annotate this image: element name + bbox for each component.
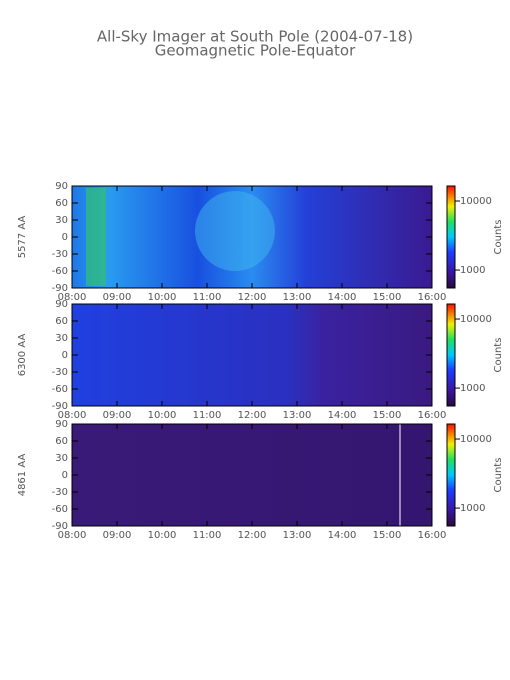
y-tick-label: -90 [52,521,68,532]
x-tick-label: 15:00 [373,292,402,303]
colorbar [446,185,456,289]
x-tick-label: 09:00 [103,530,132,541]
colorbar-tick-label: 10000 [460,434,492,445]
colorbar-tick-label: 10000 [460,314,492,325]
x-tick-label: 09:00 [103,410,132,421]
y-tick-label: -30 [52,367,68,378]
y-tick-label: -30 [52,249,68,260]
y-tick-label: 60 [55,436,68,447]
x-tick-label: 11:00 [193,410,222,421]
subtitle: Geomagnetic Pole-Equator [155,42,356,60]
y-tick-label: 90 [55,419,68,430]
y-tick-label: -60 [52,384,68,395]
heatmap-image [72,424,432,526]
x-tick-label: 11:00 [193,292,222,303]
y-axis-label: 6300 AA [17,334,28,377]
colorbar-tick-label: 10000 [460,196,492,207]
x-tick-label: 14:00 [328,292,357,303]
y-tick-label: 90 [55,299,68,310]
y-tick-label: 30 [55,453,68,464]
x-tick-label: 16:00 [418,292,447,303]
x-tick-label: 16:00 [418,410,447,421]
y-axis-label: 5577 AA [17,216,28,259]
x-tick-label: 15:00 [373,410,402,421]
x-tick-label: 14:00 [328,410,357,421]
x-tick-label: 12:00 [238,530,267,541]
colorbar-tick-label: 1000 [460,503,485,514]
x-tick-label: 08:00 [58,410,87,421]
heatmap-image [72,304,432,406]
x-tick-label: 12:00 [238,410,267,421]
x-tick-label: 11:00 [193,530,222,541]
y-tick-label: -60 [52,266,68,277]
y-tick-label: -60 [52,504,68,515]
y-axis-label: 4861 AA [17,454,28,497]
x-tick-label: 14:00 [328,530,357,541]
colorbar [446,303,456,407]
colorbar-label: Counts [493,220,504,255]
x-tick-label: 12:00 [238,292,267,303]
y-tick-label: 0 [62,470,68,481]
y-tick-label: 30 [55,333,68,344]
y-tick-label: 0 [62,232,68,243]
title: All-Sky Imager at South Pole (2004-07-18… [97,28,413,46]
y-tick-label: -30 [52,487,68,498]
colorbar-label: Counts [493,458,504,493]
y-tick-label: 0 [62,350,68,361]
y-tick-label: 90 [55,181,68,192]
y-tick-label: 60 [55,316,68,327]
aurora-arc [195,191,275,271]
aurora-band [86,188,106,286]
x-tick-label: 13:00 [283,410,312,421]
x-tick-label: 15:00 [373,530,402,541]
x-tick-label: 08:00 [58,292,87,303]
y-tick-label: -90 [52,283,68,294]
x-tick-label: 10:00 [148,530,177,541]
x-tick-label: 13:00 [283,292,312,303]
y-tick-label: -90 [52,401,68,412]
y-tick-label: 30 [55,215,68,226]
x-tick-label: 13:00 [283,530,312,541]
colorbar-tick-label: 1000 [460,265,485,276]
y-tick-label: 60 [55,198,68,209]
x-tick-label: 08:00 [58,530,87,541]
colorbar [446,423,456,527]
x-tick-label: 16:00 [418,530,447,541]
x-tick-label: 10:00 [148,292,177,303]
colorbar-tick-label: 1000 [460,383,485,394]
x-tick-label: 09:00 [103,292,132,303]
x-tick-label: 10:00 [148,410,177,421]
colorbar-label: Counts [493,338,504,373]
